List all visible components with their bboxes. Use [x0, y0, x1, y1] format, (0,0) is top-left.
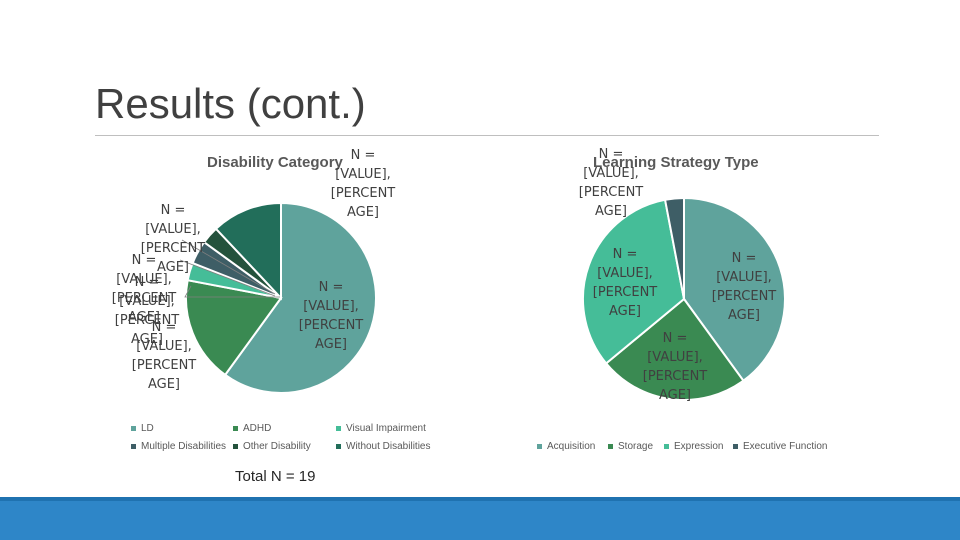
legend-item-without-disabilities: Without Disabilities	[336, 441, 430, 452]
legend-label: Visual Impairment	[346, 423, 426, 434]
data-label-5: N = [VALUE], [PERCENT AGE]	[331, 148, 396, 220]
data-label-2: N = [VALUE], [PERCENT AGE]	[593, 247, 658, 319]
legend-swatch	[664, 444, 669, 449]
legend-swatch	[233, 426, 238, 431]
title-divider	[95, 135, 879, 136]
legend-swatch	[336, 426, 341, 431]
legend-swatch	[131, 426, 136, 431]
legend-item-acquisition: Acquisition	[537, 441, 595, 452]
pie-slice-expression	[582, 198, 686, 365]
data-label-3: N = [VALUE], [PERCENT AGE]	[579, 147, 644, 219]
legend-label: LD	[141, 423, 154, 434]
data-label-1: N = [VALUE], [PERCENT AGE]	[643, 331, 708, 403]
slide-title: Results (cont.)	[95, 80, 366, 127]
pie-slice-executive-function	[663, 196, 685, 300]
legend-swatch	[537, 444, 542, 449]
leader-line	[184, 285, 280, 298]
pie-slice-acquisition	[683, 196, 786, 383]
data-label-0: N = [VALUE], [PERCENT AGE]	[712, 251, 777, 323]
data-label-3: N = [VALUE], [PERCENT AGE]	[112, 253, 177, 325]
legend-swatch	[608, 444, 613, 449]
legend-label: Other Disability	[243, 441, 311, 452]
data-label-1: N = [VALUE], [PERCENT AGE]	[132, 320, 197, 392]
legend-label: ADHD	[243, 423, 272, 434]
legend-item-expression: Expression	[664, 441, 723, 452]
legend-item-storage: Storage	[608, 441, 653, 452]
data-label-2: N = [VALUE], [PERCENT AGE]	[115, 275, 180, 347]
legend-label: Expression	[674, 441, 724, 452]
legend-item-other-disability: Other Disability	[233, 441, 311, 452]
pie-slice-without-disabilities	[214, 201, 282, 301]
legend-swatch	[233, 444, 238, 449]
legend-item-ld: LD	[131, 423, 154, 434]
data-label-0: N = [VALUE], [PERCENT AGE]	[299, 280, 364, 352]
legend-item-adhd: ADHD	[233, 423, 271, 434]
chart-title-disability-category: Disability Category	[207, 154, 343, 171]
footer-bar	[0, 497, 960, 540]
pie-slice-storage	[604, 297, 745, 401]
legend-item-visual-impairment: Visual Impairment	[336, 423, 426, 434]
legend-label: Without Disabilities	[346, 441, 431, 452]
legend-swatch	[336, 444, 341, 449]
legend-item-executive-function: Executive Function	[733, 441, 828, 452]
legend-item-multiple-disabilities: Multiple Disabilities	[131, 441, 226, 452]
legend-label: Acquisition	[547, 441, 596, 452]
data-label-4: N = [VALUE], [PERCENT AGE]	[141, 203, 206, 275]
leader-line	[179, 259, 276, 297]
pie-slice-adhd	[185, 279, 283, 377]
chart-title-learning-strategy: Learning Strategy Type	[593, 154, 759, 171]
legend-label: Storage	[618, 441, 654, 452]
total-count: Total N = 19	[235, 468, 316, 485]
leader-line	[181, 239, 276, 295]
footer-bar-accent	[0, 497, 960, 501]
legend-label: Executive Function	[743, 441, 828, 452]
pie-slice-ld	[223, 201, 377, 394]
legend-swatch	[733, 444, 738, 449]
legend-swatch	[131, 444, 136, 449]
legend-label: Multiple Disabilities	[141, 441, 227, 452]
